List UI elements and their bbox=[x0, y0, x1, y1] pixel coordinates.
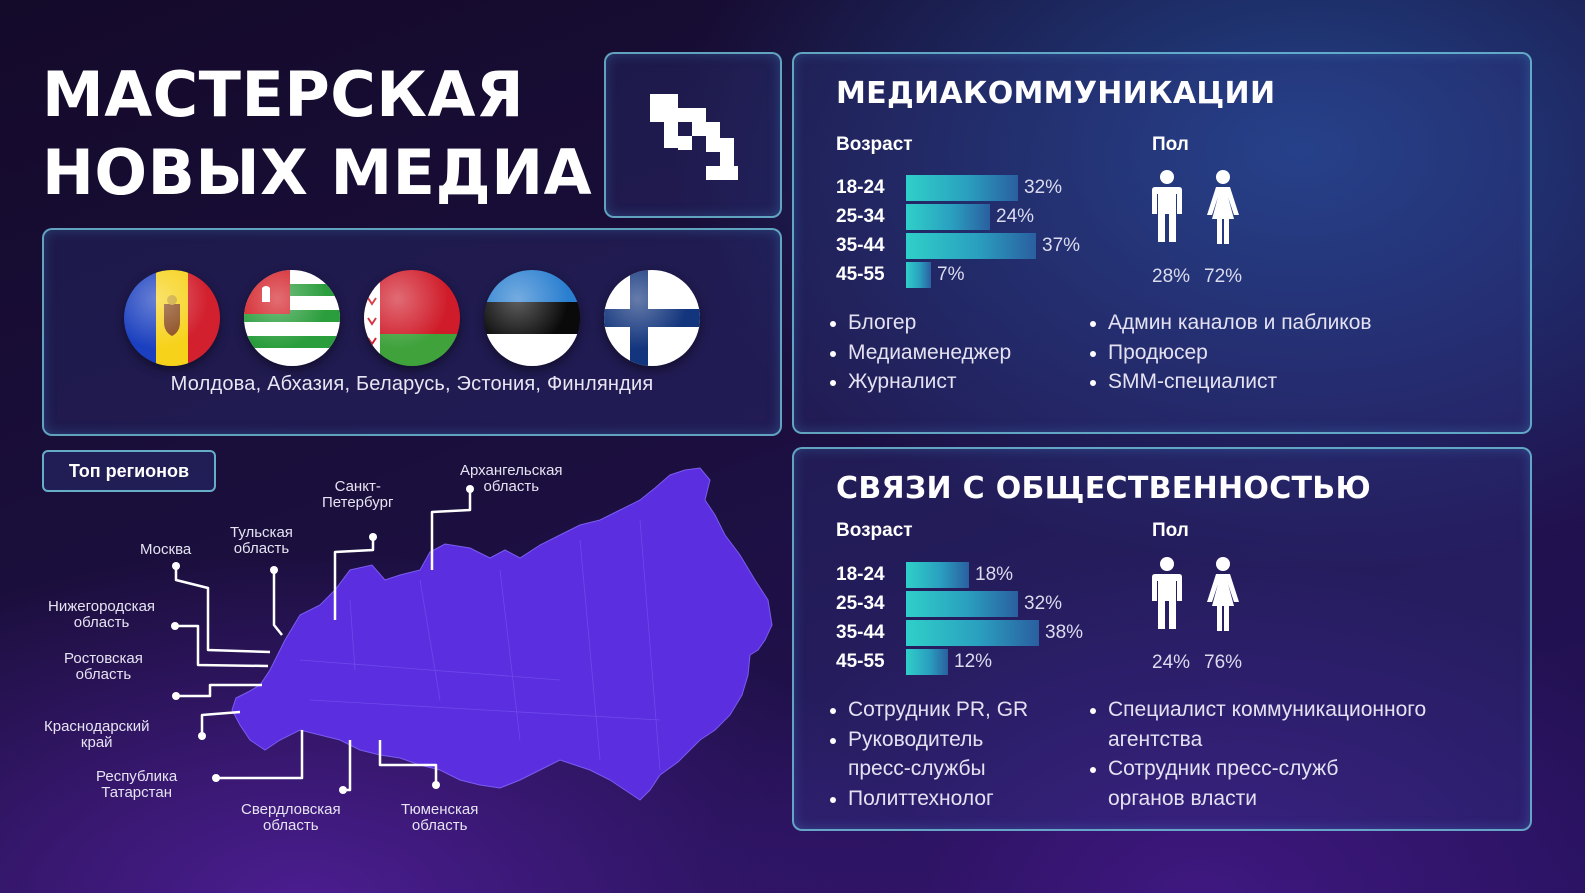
pr-age-label: Возраст bbox=[836, 520, 913, 541]
region-label-nizhny: Нижегородская область bbox=[48, 598, 156, 631]
top-regions-badge: Топ регионов bbox=[42, 450, 216, 492]
region-label-sverdlovsk: Свердловская область bbox=[241, 801, 341, 834]
age-range-label: 35-44 bbox=[836, 235, 885, 256]
age-pct-label: 32% bbox=[1024, 593, 1063, 614]
media-age-label: Возраст bbox=[836, 134, 913, 155]
finland-flag-icon bbox=[604, 270, 700, 366]
age-pct-label: 7% bbox=[937, 264, 965, 285]
list-item: Сотрудник PR, GR bbox=[828, 695, 1028, 725]
age-bar bbox=[906, 204, 990, 230]
region-label-tyumen: Тюменская область bbox=[401, 801, 479, 834]
media-title: МЕДИАКОММУНИКАЦИИ bbox=[836, 76, 1276, 111]
abkhazia-flag-icon bbox=[244, 270, 340, 366]
countries-panel: Молдова, Абхазия, Беларусь, Эстония, Фин… bbox=[42, 228, 782, 436]
list-item: Руководитель bbox=[828, 725, 1028, 755]
male-icon bbox=[1152, 170, 1182, 242]
region-label-tula: Тульская область bbox=[230, 524, 293, 557]
russia-map-shape bbox=[231, 467, 773, 801]
list-item: Медиаменеджер bbox=[828, 338, 1011, 368]
age-bar bbox=[906, 620, 1039, 646]
media-section: МЕДИАКОММУНИКАЦИИ Возраст Пол 18-24 32% 25… bbox=[792, 52, 1532, 434]
list-item: Сотрудник пресс-служб bbox=[1088, 754, 1426, 784]
page-title: МАСТЕРСКАЯ НОВЫХ МЕДИА bbox=[42, 56, 592, 212]
region-label-moscow: Москва bbox=[140, 541, 192, 558]
female-icon bbox=[1207, 557, 1239, 631]
russia-map bbox=[171, 467, 773, 801]
media-roles-left: Блогер Медиаменеджер Журналист bbox=[828, 308, 1011, 397]
age-bar bbox=[906, 591, 1018, 617]
pr-female-pct: 76% bbox=[1204, 652, 1243, 673]
age-bar bbox=[906, 262, 931, 288]
media-female-pct: 72% bbox=[1204, 266, 1243, 287]
list-item: Политтехнолог bbox=[828, 784, 1028, 814]
age-bar bbox=[906, 562, 969, 588]
estonia-flag-icon bbox=[484, 270, 580, 366]
pr-male-pct: 24% bbox=[1152, 652, 1191, 673]
age-bar bbox=[906, 175, 1018, 201]
age-pct-label: 18% bbox=[975, 564, 1014, 585]
age-pct-label: 24% bbox=[996, 206, 1035, 227]
title-line-2: НОВЫХ МЕДИА bbox=[42, 136, 593, 209]
title-line-1: МАСТЕРСКАЯ bbox=[42, 58, 525, 131]
age-range-label: 25-34 bbox=[836, 593, 885, 614]
age-bar bbox=[906, 649, 948, 675]
logo-panel bbox=[604, 52, 782, 218]
pr-gender-label: Пол bbox=[1152, 520, 1189, 541]
list-item-continuation: органов власти bbox=[1108, 786, 1257, 810]
list-item-continuation: пресс-службы bbox=[848, 757, 986, 780]
age-range-label: 18-24 bbox=[836, 564, 885, 585]
age-range-label: 45-55 bbox=[836, 651, 885, 672]
countries-caption: Молдова, Абхазия, Беларусь, Эстония, Фин… bbox=[170, 373, 654, 395]
pr-roles-left: Сотрудник PR, GR Руководитель пресс-служ… bbox=[828, 695, 1028, 813]
list-item: SMM-специалист bbox=[1088, 367, 1372, 397]
region-label-spb: Санкт- Петербург bbox=[322, 478, 394, 511]
list-item-continuation: агентства bbox=[1108, 727, 1203, 751]
media-roles-right: Админ каналов и пабликов Продюсер SMM-сп… bbox=[1088, 308, 1372, 397]
list-item: Специалист коммуникационного bbox=[1088, 695, 1426, 725]
region-label-tatarstan: Республика Татарстан bbox=[96, 768, 178, 801]
age-range-label: 45-55 bbox=[836, 264, 885, 285]
list-item: Блогер bbox=[828, 308, 1011, 338]
list-item: Админ каналов и пабликов bbox=[1088, 308, 1372, 338]
media-gender-label: Пол bbox=[1152, 134, 1189, 155]
age-range-label: 18-24 bbox=[836, 177, 885, 198]
age-pct-label: 37% bbox=[1042, 235, 1081, 256]
age-range-label: 35-44 bbox=[836, 622, 885, 643]
age-pct-label: 32% bbox=[1024, 177, 1063, 198]
list-item: Журналист bbox=[828, 367, 1011, 397]
female-icon bbox=[1207, 170, 1239, 244]
male-icon bbox=[1152, 557, 1182, 629]
age-pct-label: 38% bbox=[1045, 622, 1084, 643]
media-male-pct: 28% bbox=[1152, 266, 1191, 287]
brand-logo-icon bbox=[650, 94, 738, 180]
region-label-arkhangelsk: Архангельская область bbox=[460, 462, 563, 495]
pr-title: СВЯЗИ С ОБЩЕСТВЕННОСТЬЮ bbox=[836, 471, 1371, 506]
region-label-krasnodar: Краснодарский край bbox=[44, 718, 150, 751]
moldova-flag-icon bbox=[124, 270, 220, 366]
belarus-flag-icon bbox=[364, 270, 460, 366]
age-range-label: 25-34 bbox=[836, 206, 885, 227]
age-pct-label: 12% bbox=[954, 651, 993, 672]
pr-roles-right: Специалист коммуникационного агентства С… bbox=[1088, 695, 1426, 813]
region-label-rostov: Ростовская область bbox=[64, 650, 143, 683]
age-bar bbox=[906, 233, 1036, 259]
list-item: Продюсер bbox=[1088, 338, 1372, 368]
pr-section: СВЯЗИ С ОБЩЕСТВЕННОСТЬЮ Возраст Пол 18-2… bbox=[792, 447, 1532, 831]
